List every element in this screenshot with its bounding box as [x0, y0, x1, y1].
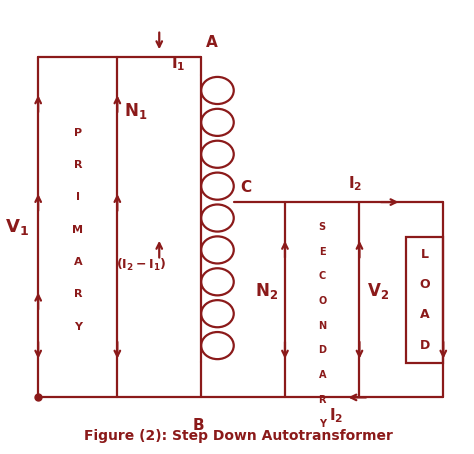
Text: Y: Y [74, 321, 82, 331]
Text: M: M [72, 225, 83, 235]
Text: R: R [319, 395, 326, 405]
Text: Figure (2): Step Down Autotransformer: Figure (2): Step Down Autotransformer [84, 429, 393, 443]
Text: $\mathbf{V_2}$: $\mathbf{V_2}$ [367, 281, 389, 301]
Bar [406, 237, 443, 363]
Text: I: I [76, 192, 80, 202]
Text: N: N [318, 321, 326, 331]
Text: L: L [420, 247, 428, 261]
Text: O: O [419, 278, 430, 291]
Text: C: C [319, 271, 326, 281]
Text: Y: Y [319, 419, 326, 429]
Text: $\mathbf{N_1}$: $\mathbf{N_1}$ [124, 101, 147, 121]
Text: O: O [318, 296, 326, 306]
Text: A: A [73, 257, 82, 267]
Text: $\mathbf{I_2}$: $\mathbf{I_2}$ [329, 406, 343, 424]
Text: E: E [319, 247, 326, 257]
Text: $\mathbf{V_1}$: $\mathbf{V_1}$ [5, 217, 29, 237]
Text: A: A [206, 35, 218, 50]
Text: A: A [420, 309, 429, 321]
Text: D: D [419, 339, 430, 352]
Text: R: R [73, 160, 82, 170]
Text: $\mathbf{N_2}$: $\mathbf{N_2}$ [255, 281, 278, 301]
Text: $\mathbf{I_1}$: $\mathbf{I_1}$ [171, 54, 185, 73]
Text: C: C [241, 180, 252, 195]
Text: R: R [73, 289, 82, 299]
Text: B: B [193, 418, 205, 433]
Text: P: P [73, 128, 82, 138]
Text: A: A [319, 370, 326, 380]
Text: $\mathbf{I_2}$: $\mathbf{I_2}$ [347, 175, 362, 193]
Text: D: D [318, 345, 326, 355]
Text: S: S [319, 222, 326, 232]
Text: $\mathbf{(I_2-I_1)}$: $\mathbf{(I_2-I_1)}$ [116, 257, 166, 273]
